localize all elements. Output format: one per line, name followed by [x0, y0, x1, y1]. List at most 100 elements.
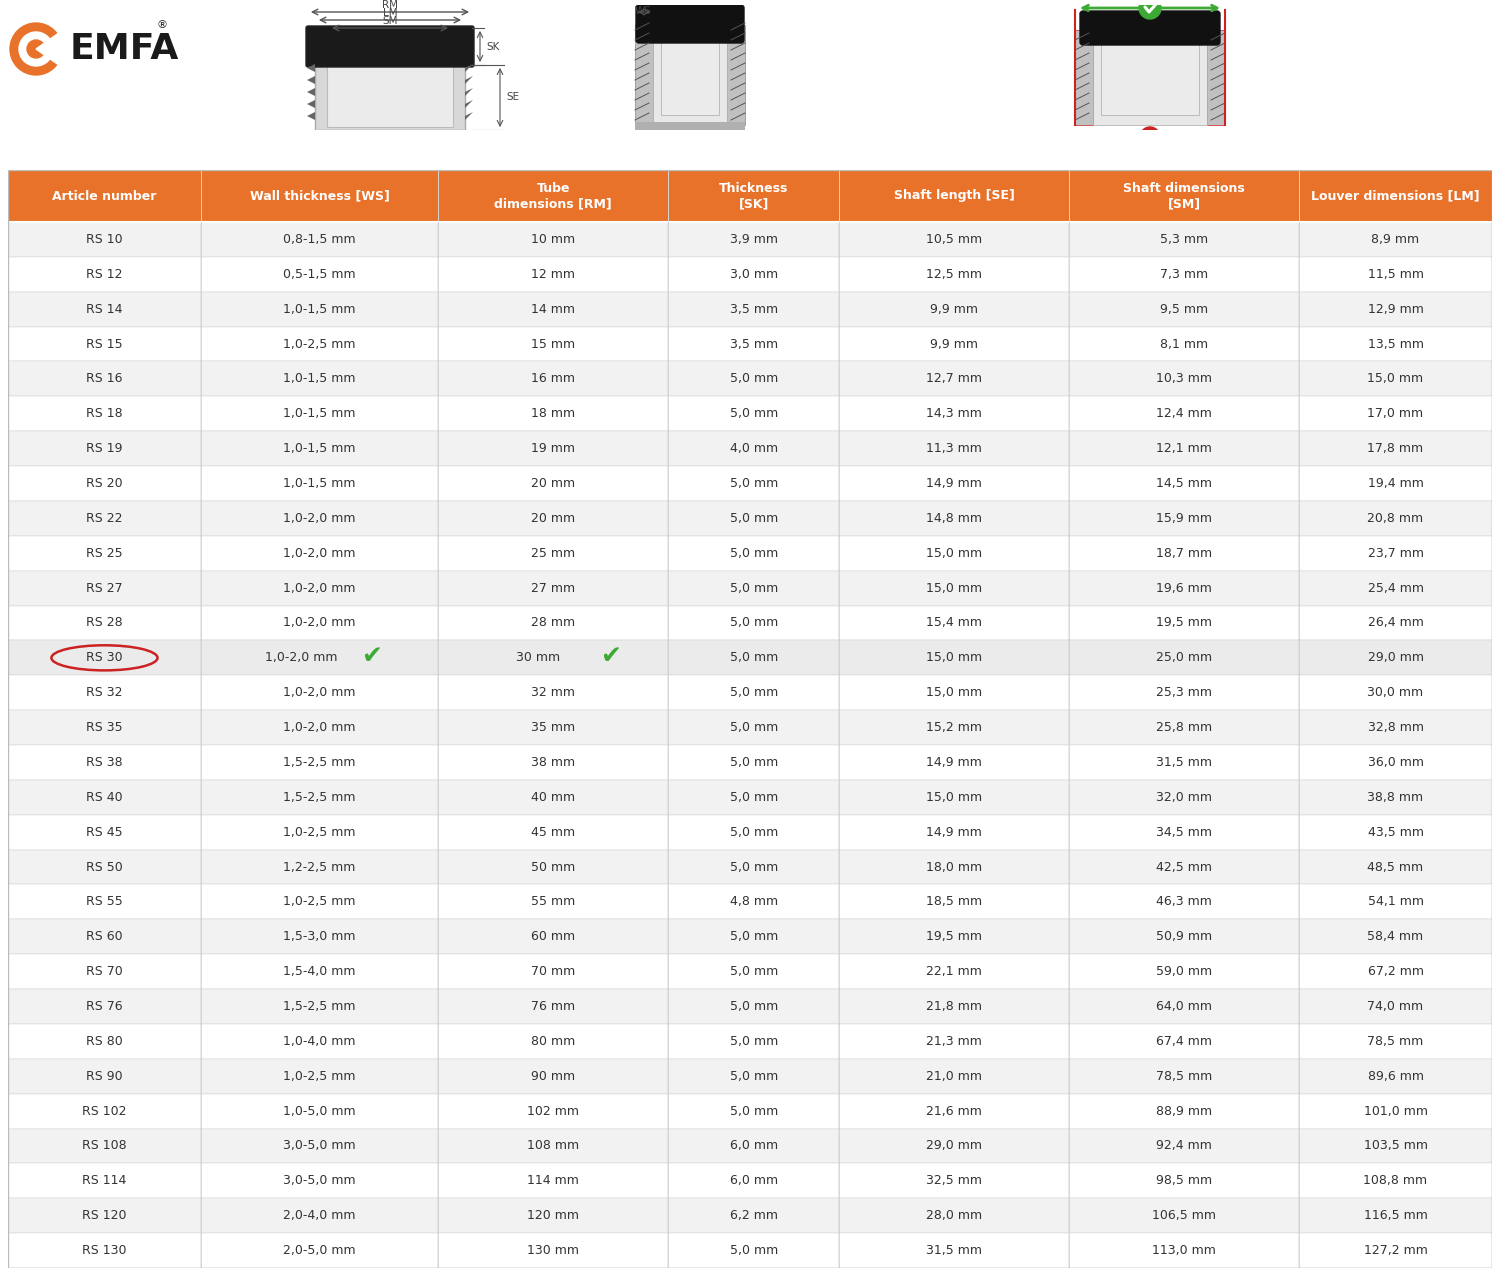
FancyBboxPatch shape [438, 361, 669, 397]
FancyBboxPatch shape [839, 919, 1070, 954]
Polygon shape [308, 112, 315, 120]
Text: 28 mm: 28 mm [531, 616, 576, 629]
FancyBboxPatch shape [438, 780, 669, 815]
Text: 103,5 mm: 103,5 mm [1364, 1139, 1428, 1152]
Polygon shape [308, 77, 315, 84]
FancyBboxPatch shape [8, 675, 201, 711]
Text: ✔: ✔ [362, 644, 382, 667]
FancyBboxPatch shape [201, 536, 438, 570]
FancyBboxPatch shape [839, 397, 1070, 431]
Text: 19,6 mm: 19,6 mm [1156, 582, 1212, 595]
FancyBboxPatch shape [1299, 431, 1492, 466]
FancyBboxPatch shape [201, 1023, 438, 1059]
Text: 25,8 mm: 25,8 mm [1156, 721, 1212, 734]
FancyBboxPatch shape [669, 466, 838, 501]
Text: 6,0 mm: 6,0 mm [729, 1139, 778, 1152]
FancyBboxPatch shape [8, 431, 201, 466]
Text: 58,4 mm: 58,4 mm [1368, 930, 1424, 943]
FancyBboxPatch shape [1070, 884, 1299, 919]
FancyBboxPatch shape [1101, 38, 1198, 115]
FancyBboxPatch shape [201, 361, 438, 397]
Text: 5,0 mm: 5,0 mm [729, 512, 778, 524]
Text: 127,2 mm: 127,2 mm [1364, 1244, 1428, 1257]
Text: 16 mm: 16 mm [531, 373, 576, 385]
Text: 5,0 mm: 5,0 mm [729, 1035, 778, 1048]
Text: 3,0-5,0 mm: 3,0-5,0 mm [284, 1139, 356, 1152]
FancyBboxPatch shape [1299, 361, 1492, 397]
FancyBboxPatch shape [839, 536, 1070, 570]
Text: RS 38: RS 38 [86, 755, 123, 769]
FancyBboxPatch shape [201, 327, 438, 361]
FancyBboxPatch shape [438, 501, 669, 536]
FancyBboxPatch shape [1070, 536, 1299, 570]
FancyBboxPatch shape [438, 1233, 669, 1268]
Text: 21,6 mm: 21,6 mm [926, 1105, 982, 1118]
Text: 3,0-5,0 mm: 3,0-5,0 mm [284, 1174, 356, 1188]
Text: RS 27: RS 27 [86, 582, 123, 595]
Text: RS 16: RS 16 [86, 373, 123, 385]
FancyBboxPatch shape [1299, 745, 1492, 780]
FancyBboxPatch shape [669, 641, 838, 675]
Circle shape [10, 23, 62, 75]
FancyBboxPatch shape [1299, 954, 1492, 989]
FancyBboxPatch shape [1299, 884, 1492, 919]
Text: 12,1 mm: 12,1 mm [1156, 441, 1212, 456]
Text: 35 mm: 35 mm [531, 721, 576, 734]
Text: 22,1 mm: 22,1 mm [926, 965, 982, 979]
FancyBboxPatch shape [839, 1198, 1070, 1233]
FancyBboxPatch shape [1070, 745, 1299, 780]
Text: 1,5-2,5 mm: 1,5-2,5 mm [284, 755, 356, 769]
FancyBboxPatch shape [839, 745, 1070, 780]
FancyBboxPatch shape [438, 850, 669, 884]
FancyBboxPatch shape [1299, 397, 1492, 431]
FancyBboxPatch shape [438, 292, 669, 327]
FancyBboxPatch shape [669, 919, 838, 954]
Text: RS 45: RS 45 [86, 826, 123, 838]
Text: 10 mm: 10 mm [531, 234, 576, 246]
Text: 67,2 mm: 67,2 mm [1368, 965, 1424, 979]
FancyBboxPatch shape [201, 256, 438, 292]
Text: 43,5 mm: 43,5 mm [1368, 826, 1424, 838]
Text: 89,6 mm: 89,6 mm [1368, 1069, 1424, 1083]
Text: RS 25: RS 25 [86, 546, 123, 560]
FancyBboxPatch shape [1070, 989, 1299, 1023]
FancyBboxPatch shape [839, 292, 1070, 327]
FancyBboxPatch shape [8, 570, 201, 606]
Text: 34,5 mm: 34,5 mm [1156, 826, 1212, 838]
FancyBboxPatch shape [438, 1198, 669, 1233]
FancyBboxPatch shape [201, 606, 438, 641]
FancyBboxPatch shape [438, 884, 669, 919]
Text: 80 mm: 80 mm [531, 1035, 576, 1048]
FancyBboxPatch shape [8, 989, 201, 1023]
FancyBboxPatch shape [201, 431, 438, 466]
Text: 50,9 mm: 50,9 mm [1156, 930, 1212, 943]
Text: 10,5 mm: 10,5 mm [926, 234, 982, 246]
FancyBboxPatch shape [1070, 431, 1299, 466]
Polygon shape [308, 88, 315, 96]
Text: EMFA: EMFA [70, 32, 180, 66]
Text: 30 mm: 30 mm [516, 651, 561, 665]
FancyBboxPatch shape [8, 256, 201, 292]
FancyBboxPatch shape [1070, 850, 1299, 884]
Text: 3,0 mm: 3,0 mm [729, 268, 778, 281]
FancyBboxPatch shape [201, 466, 438, 501]
Text: 29,0 mm: 29,0 mm [926, 1139, 982, 1152]
Text: Shaft length [SE]: Shaft length [SE] [894, 190, 1014, 203]
Text: 7,3 mm: 7,3 mm [1160, 268, 1208, 281]
FancyBboxPatch shape [438, 536, 669, 570]
Circle shape [20, 32, 53, 66]
Text: 4,8 mm: 4,8 mm [729, 896, 778, 909]
Text: 5,0 mm: 5,0 mm [729, 582, 778, 595]
Text: 108 mm: 108 mm [528, 1139, 579, 1152]
FancyBboxPatch shape [438, 711, 669, 745]
Text: 9,9 mm: 9,9 mm [930, 338, 978, 351]
Polygon shape [308, 100, 315, 108]
Text: 13,5 mm: 13,5 mm [1368, 338, 1424, 351]
Text: 12 mm: 12 mm [531, 268, 576, 281]
Text: 17,8 mm: 17,8 mm [1368, 441, 1424, 456]
Text: 15,0 mm: 15,0 mm [926, 686, 982, 699]
FancyBboxPatch shape [1080, 11, 1220, 45]
FancyBboxPatch shape [839, 222, 1070, 256]
FancyBboxPatch shape [1070, 466, 1299, 501]
Text: 1,0-1,5 mm: 1,0-1,5 mm [284, 441, 356, 456]
